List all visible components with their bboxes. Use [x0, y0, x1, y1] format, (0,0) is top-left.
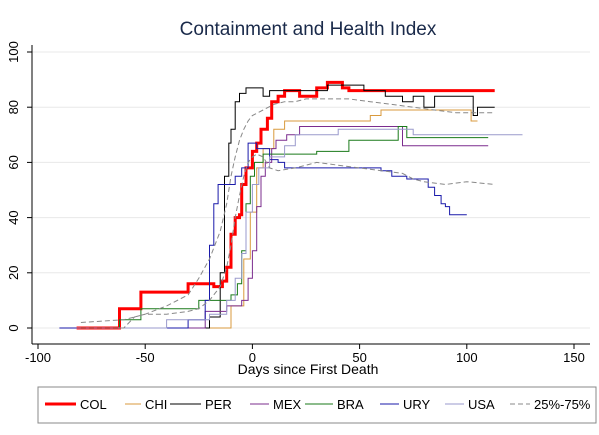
- x-tick-label: -100: [25, 350, 51, 365]
- x-tick-label: 50: [352, 350, 366, 365]
- series-line: [76, 128, 523, 329]
- y-tick-label: 80: [6, 100, 21, 114]
- chart-title: Containment and Health Index: [180, 19, 437, 40]
- legend-label: URY: [403, 397, 431, 412]
- legend-label: 25%-75%: [534, 397, 591, 412]
- y-tick-label: 100: [6, 41, 21, 63]
- series-line: [76, 80, 495, 330]
- series-line: [80, 84, 495, 329]
- legend-box: [37, 386, 597, 424]
- x-axis-title: Days since First Death: [238, 361, 379, 377]
- y-tick-label: 0: [6, 324, 21, 331]
- x-tick-label: 0: [249, 350, 256, 365]
- legend-label: COL: [80, 397, 107, 412]
- legend-label: CHI: [145, 397, 167, 412]
- series-line: [80, 98, 495, 323]
- legend-label: MEX: [273, 397, 302, 412]
- x-tick-label: 150: [563, 350, 585, 365]
- y-tick-label: 60: [6, 155, 21, 169]
- series-line: [102, 126, 489, 329]
- y-tick-label: 40: [6, 210, 21, 224]
- series-line: [91, 126, 489, 329]
- y-tick-label: 20: [6, 266, 21, 280]
- legend: COL CHI PER MEX BRA URY USA 25%-75%: [37, 386, 597, 424]
- legend-label: USA: [468, 397, 495, 412]
- series-line: [80, 153, 495, 329]
- series-layer: [59, 80, 523, 330]
- axes: 0 20 40 60 80 100 -100 -50 0 50 100 150: [6, 41, 590, 365]
- series-line: [59, 142, 467, 329]
- x-tick-label: -50: [136, 350, 155, 365]
- x-tick-label: 100: [456, 350, 478, 365]
- legend-label: BRA: [337, 397, 364, 412]
- legend-label: PER: [205, 397, 232, 412]
